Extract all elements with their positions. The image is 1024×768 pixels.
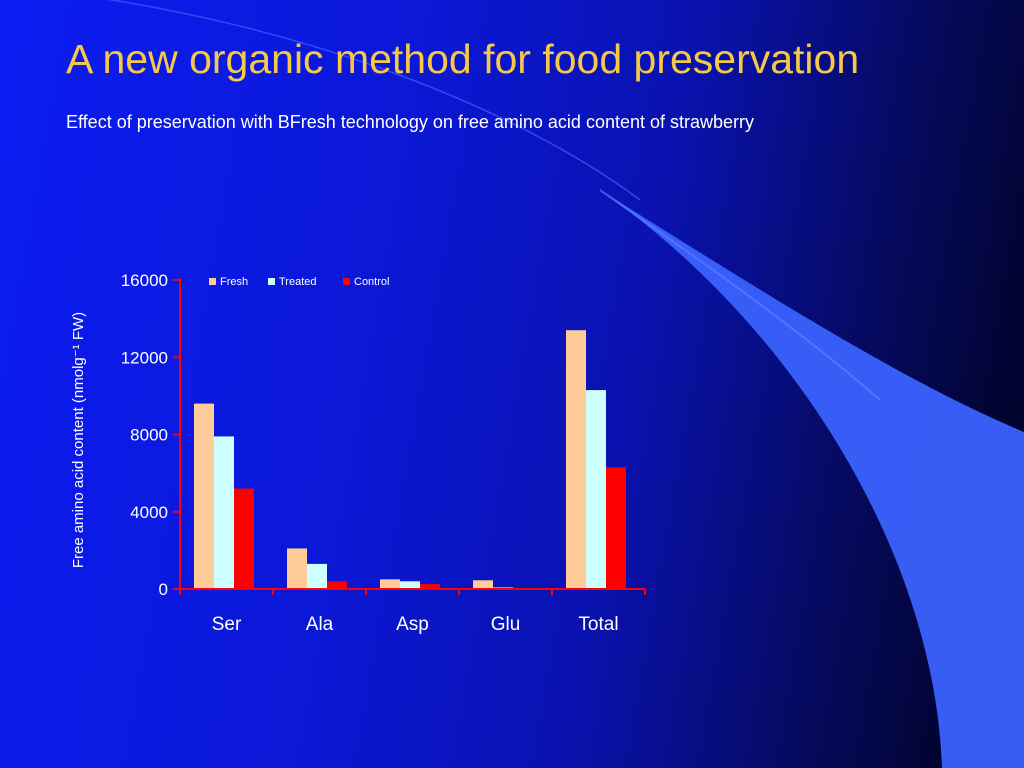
legend-label-treated: Treated: [279, 276, 317, 288]
y-tick-label: 8000: [130, 426, 168, 445]
bar-total-fresh: [566, 330, 586, 589]
legend-label-control: Control: [354, 276, 389, 288]
y-tick-label: 4000: [130, 503, 168, 522]
y-axis-label: Free amino acid content (nmolg⁻¹ FW): [70, 312, 87, 568]
y-tick-label: 16000: [121, 271, 168, 290]
legend-swatch-treated: [268, 278, 275, 285]
bar-ser-fresh: [194, 403, 214, 589]
bar-asp-fresh: [380, 579, 400, 589]
legend-label-fresh: Fresh: [220, 276, 248, 288]
x-tick-label: Total: [578, 614, 618, 635]
bar-asp-control: [420, 584, 440, 589]
x-tick-label: Ser: [212, 614, 242, 635]
legend-swatch-fresh: [209, 278, 216, 285]
bar-ala-treated: [307, 563, 327, 589]
bar-ala-fresh: [287, 548, 307, 589]
bar-ser-treated: [214, 436, 234, 589]
x-tick-label: Asp: [396, 614, 429, 635]
x-tick-label: Glu: [491, 614, 521, 635]
legend-swatch-control: [343, 278, 350, 285]
bar-asp-treated: [400, 581, 420, 589]
bar-ala-control: [327, 581, 347, 589]
y-tick-label: 12000: [121, 348, 168, 367]
bar-total-treated: [586, 390, 606, 589]
bar-total-control: [606, 467, 626, 589]
slide-subtitle: Effect of preservation with BFresh techn…: [66, 112, 755, 132]
x-tick-label: Ala: [306, 614, 334, 635]
bar-ser-control: [234, 488, 254, 589]
bar-glu-fresh: [473, 580, 493, 589]
y-tick-label: 0: [159, 580, 168, 599]
slide-title: A new organic method for food preservati…: [66, 36, 860, 82]
